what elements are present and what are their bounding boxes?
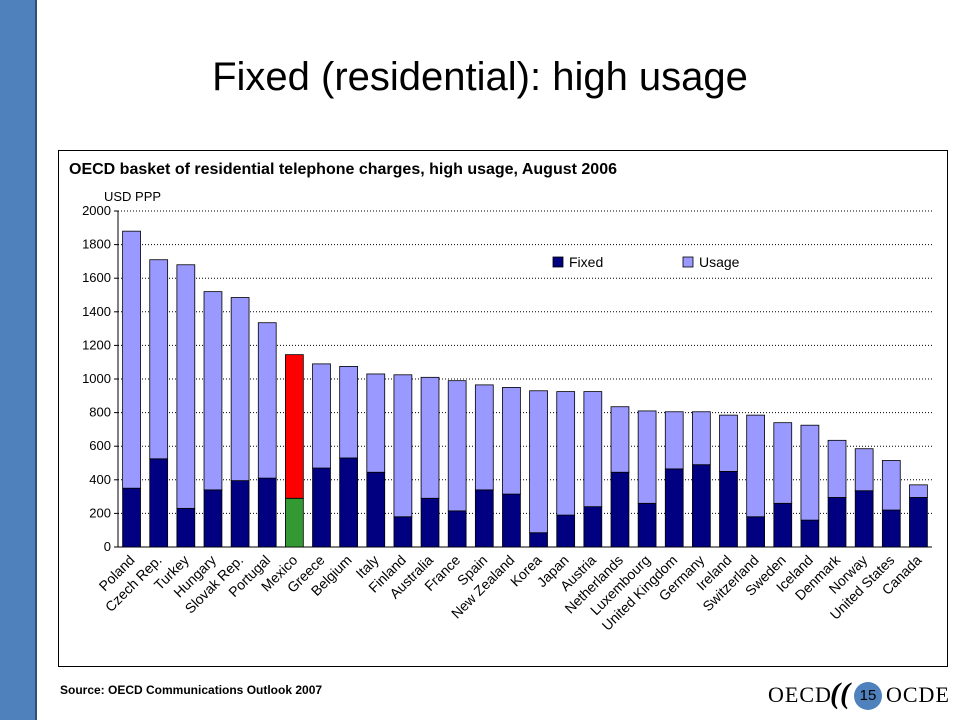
bar-usage bbox=[474, 384, 494, 491]
bar-usage bbox=[529, 390, 548, 534]
bar-usage bbox=[393, 374, 413, 518]
bar-usage bbox=[854, 448, 874, 492]
y-tick-label: 2000 bbox=[82, 203, 111, 218]
bar-fixed bbox=[474, 489, 494, 548]
bar-fixed bbox=[420, 497, 440, 548]
bar-chart: USD PPP 0 200 400 600 800 1000 1200 1400 1600 1800… bbox=[82, 189, 932, 634]
bar-usage bbox=[773, 422, 793, 504]
bar-fixed bbox=[176, 507, 196, 548]
bar-fixed bbox=[502, 493, 521, 548]
y-tick-label: 1000 bbox=[82, 371, 111, 386]
bar-usage bbox=[122, 230, 141, 489]
y-tick-label: 400 bbox=[89, 472, 111, 487]
bar-usage bbox=[502, 386, 521, 495]
legend-label-fixed: Fixed bbox=[569, 254, 603, 270]
bar-usage bbox=[257, 322, 277, 479]
oecd-logo: OECD (( 15 OCDE bbox=[768, 678, 953, 714]
bar-fixed bbox=[719, 470, 738, 548]
bar-fixed bbox=[664, 468, 684, 548]
bar-fixed bbox=[637, 502, 657, 548]
bar-fixed bbox=[746, 516, 765, 548]
bar-fixed bbox=[122, 487, 141, 548]
bar-usage bbox=[339, 365, 358, 459]
logo-text-left: OECD bbox=[768, 682, 832, 707]
logo-mark-icon: (( bbox=[830, 677, 850, 710]
bar-fixed bbox=[909, 497, 928, 548]
bar-usage bbox=[637, 410, 657, 504]
legend-label-usage: Usage bbox=[699, 254, 740, 270]
y-tick-label: 1200 bbox=[82, 337, 111, 352]
bar-fixed bbox=[393, 516, 413, 548]
y-axis-unit-label: USD PPP bbox=[104, 189, 161, 204]
chart-frame: OECD basket of residential telephone cha… bbox=[58, 150, 948, 667]
bar-fixed bbox=[773, 502, 793, 548]
y-tick-label: 1400 bbox=[82, 304, 111, 319]
bar-fixed bbox=[610, 471, 630, 548]
bar-usage bbox=[746, 414, 765, 518]
bar-usage bbox=[909, 484, 928, 498]
bar-fixed bbox=[230, 480, 250, 548]
bar-usage bbox=[203, 291, 223, 491]
y-tick-label: 1600 bbox=[82, 270, 111, 285]
legend-swatch-fixed bbox=[552, 256, 564, 268]
bar-fixed bbox=[854, 490, 874, 548]
bar-fixed bbox=[257, 477, 277, 548]
bar-fixed bbox=[881, 509, 901, 548]
bar-fixed bbox=[692, 464, 711, 548]
bar-usage bbox=[420, 376, 440, 499]
bar-usage bbox=[692, 411, 711, 466]
bar-usage bbox=[610, 406, 630, 473]
bar-fixed bbox=[285, 497, 304, 548]
y-tick-label: 1800 bbox=[82, 237, 111, 252]
bar-fixed bbox=[556, 514, 576, 548]
bar-fixed bbox=[339, 457, 358, 548]
chart-title: OECD basket of residential telephone cha… bbox=[69, 161, 617, 178]
bar-usage bbox=[312, 363, 331, 469]
bar-fixed bbox=[447, 510, 467, 548]
y-tick-label: 600 bbox=[89, 438, 111, 453]
bar-fixed bbox=[529, 532, 548, 548]
bar-usage bbox=[556, 391, 576, 516]
bar-fixed bbox=[800, 519, 820, 548]
bar-fixed bbox=[149, 458, 169, 548]
bar-usage bbox=[800, 424, 820, 521]
bar-fixed bbox=[827, 497, 847, 548]
bar-usage bbox=[285, 354, 304, 499]
bar-fixed bbox=[583, 506, 603, 548]
bar-usage bbox=[176, 264, 196, 509]
y-tick-label: 200 bbox=[89, 505, 111, 520]
bar-fixed bbox=[366, 471, 386, 548]
bar-usage bbox=[366, 373, 386, 473]
bar-fixed bbox=[203, 489, 223, 548]
bar-usage bbox=[583, 391, 603, 508]
bar-usage bbox=[664, 411, 684, 470]
left-accent-bar bbox=[0, 0, 37, 720]
bar-usage bbox=[447, 380, 467, 512]
bar-usage bbox=[230, 297, 250, 482]
bar-usage bbox=[149, 259, 169, 460]
y-tick-label: 0 bbox=[104, 539, 111, 554]
bar-usage bbox=[881, 460, 901, 511]
bar-usage bbox=[827, 439, 847, 498]
bar-fixed bbox=[312, 467, 331, 548]
page-number: 15 bbox=[854, 682, 882, 710]
logo-text-right: OCDE bbox=[886, 682, 950, 707]
bar-usage bbox=[719, 414, 738, 472]
y-tick-label: 800 bbox=[89, 405, 111, 420]
legend-swatch-usage bbox=[682, 256, 694, 268]
slide-title: Fixed (residential): high usage bbox=[212, 55, 748, 99]
source-note: Source: OECD Communications Outlook 2007 bbox=[60, 683, 323, 697]
